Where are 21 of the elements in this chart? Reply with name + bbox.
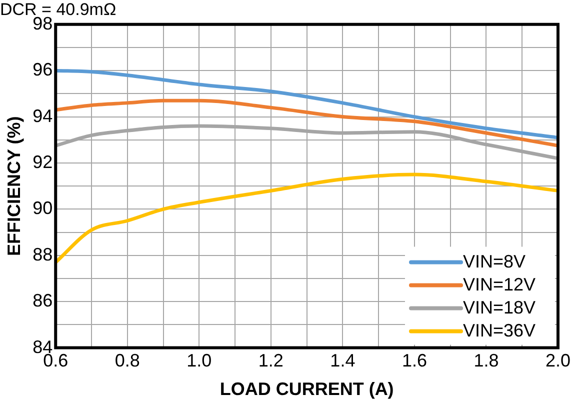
- y-tick-label: 96: [32, 60, 53, 80]
- x-tick-label: 2.0: [545, 350, 571, 371]
- y-tick-label: 94: [32, 106, 53, 126]
- y-tick-label: 86: [32, 290, 53, 311]
- x-tick-label: 1.0: [186, 350, 212, 371]
- x-tick-label: 1.2: [258, 350, 284, 371]
- legend-label: VIN=36V: [463, 320, 536, 340]
- y-tick-label: 90: [32, 198, 53, 218]
- line-series: [56, 68, 558, 140]
- x-tick-label: 1.8: [474, 350, 499, 371]
- x-tick-label: 1.4: [330, 350, 356, 371]
- y-tick-label: 88: [32, 244, 53, 264]
- x-tick-label: 0.8: [114, 350, 140, 371]
- y-tick-label: 92: [32, 152, 53, 172]
- legend-label: VIN=12V: [463, 274, 536, 294]
- x-axis-title: LOAD CURRENT (A): [220, 379, 394, 400]
- legend-label: VIN=8V: [463, 251, 526, 272]
- y-axis-title: EFFICIENCY (%): [4, 116, 24, 256]
- legend-label: VIN=18V: [463, 297, 536, 318]
- x-tick-label: 1.6: [402, 350, 427, 371]
- line-series: [56, 98, 558, 148]
